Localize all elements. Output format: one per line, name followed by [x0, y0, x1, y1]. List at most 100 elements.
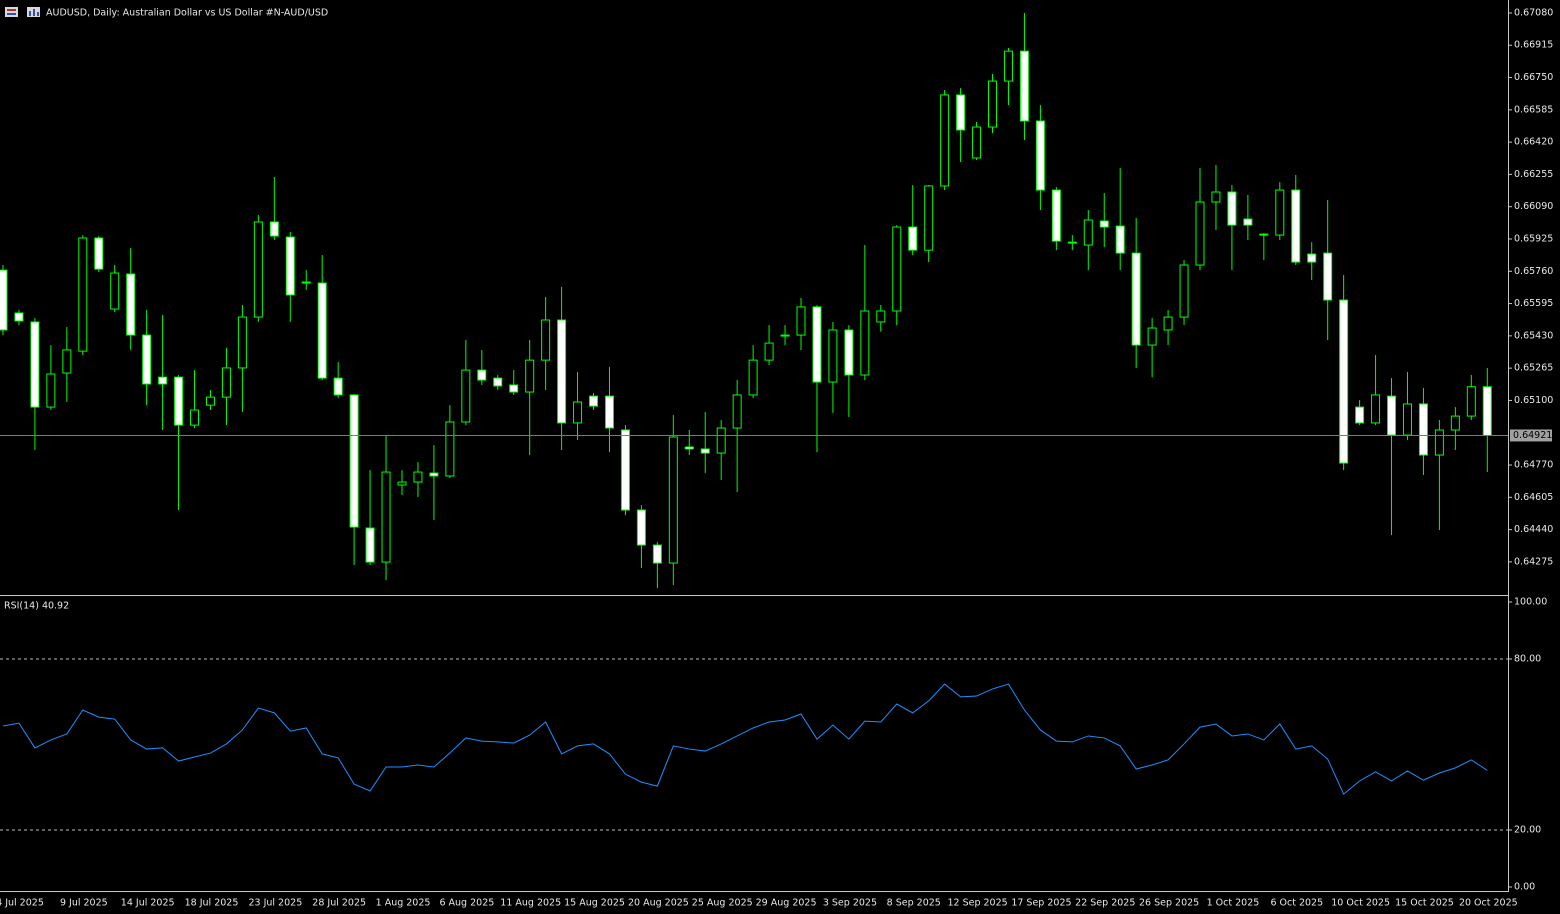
y-tick-label: 0.66420	[1514, 137, 1553, 148]
y-tick-label: 0.64440	[1514, 524, 1553, 535]
candle-body	[988, 80, 998, 128]
x-tick-label: 20 Oct 2025	[1459, 898, 1518, 909]
candle-body	[636, 509, 646, 546]
icon	[7, 13, 16, 15]
x-tick-label: 1 Oct 2025	[1207, 898, 1260, 909]
candle-body	[190, 409, 200, 426]
last-price-box	[1510, 429, 1552, 442]
candle-body	[844, 329, 854, 376]
candle-body	[1003, 50, 1013, 82]
candle-body	[142, 334, 152, 385]
candle-body	[700, 448, 710, 454]
candle-body	[221, 367, 231, 398]
candle-body	[924, 185, 934, 251]
candle-body	[285, 236, 295, 296]
icon	[37, 12, 39, 16]
candle-body	[477, 369, 487, 381]
candle-body	[1195, 201, 1205, 266]
candle-body	[525, 359, 535, 393]
candle-body	[1323, 252, 1333, 301]
icon	[29, 11, 31, 16]
x-tick-label: 1 Aug 2025	[376, 898, 431, 909]
x-tick-label: 14 Jul 2025	[121, 898, 175, 909]
x-tick-label: 15 Aug 2025	[564, 898, 625, 909]
candle-body	[1418, 403, 1428, 456]
x-tick-label: 11 Aug 2025	[500, 898, 561, 909]
y-tick-label: 0.00	[1514, 882, 1535, 893]
candle-body	[0, 269, 8, 331]
candle-body	[780, 334, 790, 337]
candle-body	[908, 226, 918, 251]
y-tick-label: 20.00	[1514, 825, 1541, 836]
y-tick-label: 0.66585	[1514, 104, 1553, 115]
candle-body	[1355, 406, 1365, 424]
y-tick-label: 0.66255	[1514, 169, 1553, 180]
x-tick-label: 25 Aug 2025	[692, 898, 753, 909]
y-tick-label: 0.65595	[1514, 298, 1553, 309]
candle-body	[269, 221, 279, 237]
candle-body	[1083, 219, 1093, 246]
x-tick-label: 26 Sep 2025	[1139, 898, 1199, 909]
candle-body	[573, 401, 583, 424]
candle-body	[604, 395, 614, 429]
y-tick-label: 0.65760	[1514, 266, 1553, 277]
y-tick-label: 0.65100	[1514, 395, 1553, 406]
candle-body	[716, 427, 726, 454]
candle-body	[1227, 191, 1237, 226]
candle-body	[317, 282, 327, 379]
x-tick-label: 3 Sep 2025	[823, 898, 877, 909]
candle-body	[509, 384, 519, 393]
candle-body	[876, 310, 886, 323]
candle-body	[557, 319, 567, 424]
candle-body	[429, 472, 439, 477]
candle-body	[1131, 252, 1141, 346]
candle-body	[1115, 225, 1125, 254]
candle-body	[413, 471, 423, 483]
x-tick-label: 17 Sep 2025	[1011, 898, 1071, 909]
rsi-line	[2, 683, 1488, 795]
chart-title: AUDUSD, Daily: Australian Dollar vs US D…	[46, 8, 328, 19]
candle-body	[461, 369, 471, 423]
x-tick-label: 20 Aug 2025	[628, 898, 689, 909]
candle-body	[652, 544, 662, 564]
y-tick-label: 0.66915	[1514, 40, 1553, 51]
candle-body	[892, 226, 902, 312]
candle-body	[349, 394, 359, 528]
y-tick-label: 0.65925	[1514, 233, 1553, 244]
candle-body	[253, 221, 263, 318]
candle-body	[158, 376, 168, 385]
candle-body	[1211, 191, 1221, 203]
x-tick-label: 10 Oct 2025	[1331, 898, 1390, 909]
candle-body	[541, 319, 551, 361]
x-tick-label: 23 Jul 2025	[248, 898, 302, 909]
candle-body	[30, 321, 40, 408]
candle-body	[1387, 395, 1397, 436]
candle-body	[1035, 120, 1045, 191]
x-tick-label: 29 Aug 2025	[756, 898, 817, 909]
x-tick-label: 22 Sep 2025	[1075, 898, 1135, 909]
candle-body	[1019, 50, 1029, 122]
candle-body	[237, 316, 247, 369]
x-tick-label: 6 Oct 2025	[1270, 898, 1323, 909]
candle-body	[828, 329, 838, 383]
y-tick-label: 0.65430	[1514, 330, 1553, 341]
x-tick-label: 15 Oct 2025	[1395, 898, 1454, 909]
x-tick-label: 8 Sep 2025	[887, 898, 941, 909]
y-tick-label: 0.66750	[1514, 72, 1553, 83]
candle-body	[397, 481, 407, 486]
x-tick-label: 12 Sep 2025	[947, 898, 1007, 909]
y-tick-label: 0.64275	[1514, 556, 1553, 567]
candle-body	[1402, 403, 1412, 436]
candle-body	[110, 272, 120, 310]
candle-body	[1259, 233, 1269, 236]
icon	[5, 7, 18, 17]
candle-body	[956, 94, 966, 131]
icon	[33, 9, 35, 16]
candle-body	[748, 359, 758, 396]
candle-body	[381, 471, 391, 563]
candle-body	[1051, 189, 1061, 242]
x-tick-label: 28 Jul 2025	[312, 898, 366, 909]
y-tick-label: 80.00	[1514, 654, 1541, 665]
